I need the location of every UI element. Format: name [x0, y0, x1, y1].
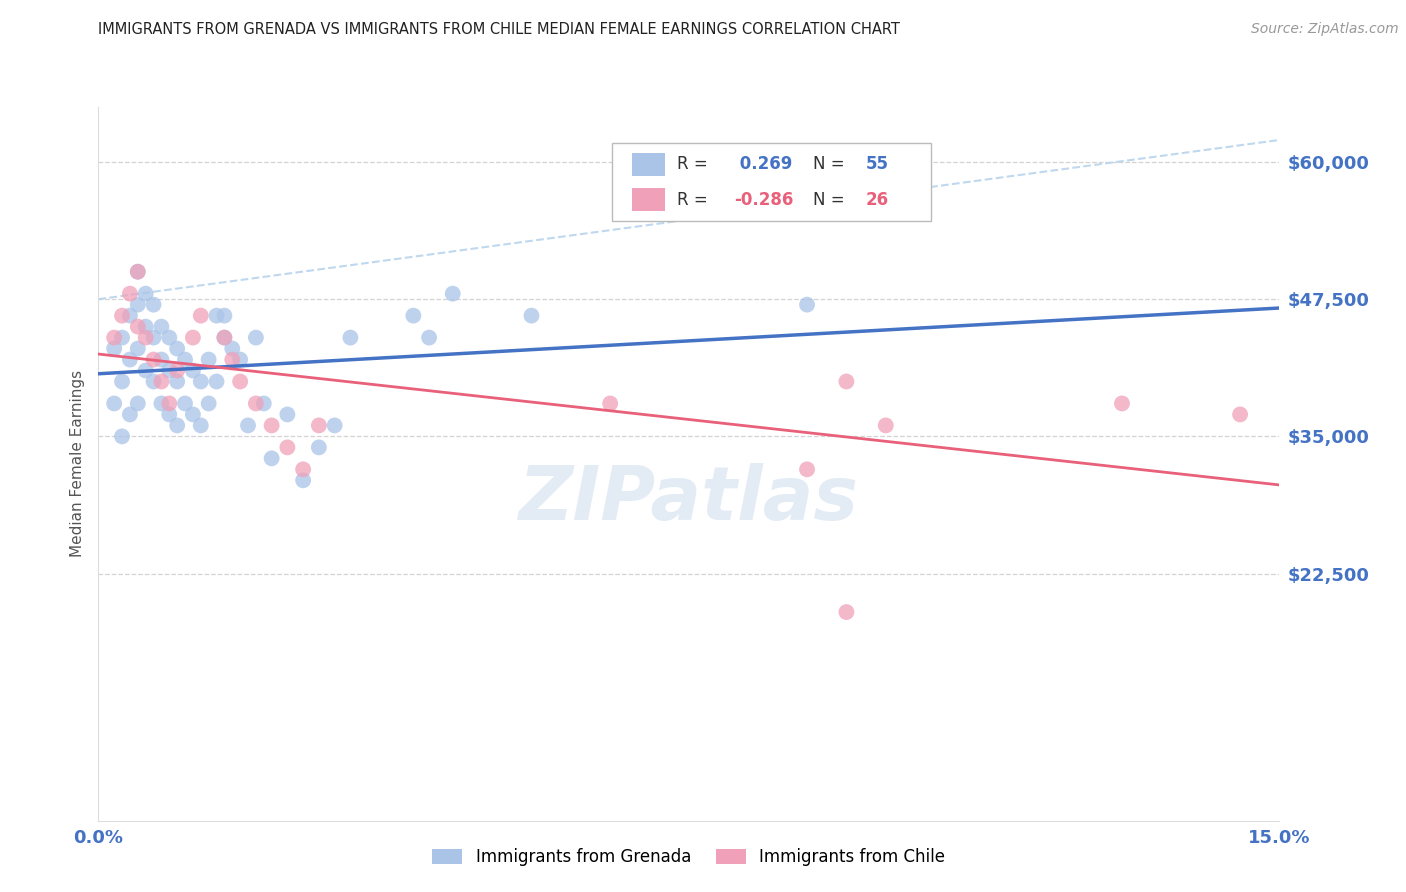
- Point: [339, 330, 361, 344]
- Point: [118, 309, 141, 323]
- Point: [127, 342, 149, 356]
- Point: [181, 330, 204, 344]
- Point: [221, 352, 243, 367]
- Point: [229, 352, 252, 367]
- Point: [245, 330, 267, 344]
- FancyBboxPatch shape: [612, 143, 931, 221]
- Point: [142, 298, 165, 312]
- FancyBboxPatch shape: [633, 188, 665, 211]
- Point: [150, 319, 173, 334]
- Point: [190, 309, 212, 323]
- Point: [111, 375, 134, 389]
- Point: [135, 363, 157, 377]
- Point: [118, 352, 141, 367]
- FancyBboxPatch shape: [633, 153, 665, 176]
- Point: [103, 342, 125, 356]
- Point: [142, 375, 165, 389]
- Point: [166, 418, 188, 433]
- Point: [157, 408, 180, 422]
- Point: [520, 309, 543, 323]
- Point: [402, 309, 425, 323]
- Point: [135, 319, 157, 334]
- Text: 26: 26: [866, 191, 889, 209]
- Point: [150, 396, 173, 410]
- Point: [150, 375, 173, 389]
- Point: [174, 396, 197, 410]
- Point: [127, 396, 149, 410]
- Point: [197, 352, 219, 367]
- Point: [835, 375, 858, 389]
- Point: [127, 319, 149, 334]
- Point: [181, 408, 204, 422]
- Text: R =: R =: [678, 155, 707, 173]
- Point: [142, 352, 165, 367]
- Point: [118, 408, 141, 422]
- Point: [276, 441, 298, 455]
- Point: [166, 342, 188, 356]
- Point: [205, 375, 228, 389]
- Text: IMMIGRANTS FROM GRENADA VS IMMIGRANTS FROM CHILE MEDIAN FEMALE EARNINGS CORRELAT: IMMIGRANTS FROM GRENADA VS IMMIGRANTS FR…: [98, 22, 900, 37]
- Text: R =: R =: [678, 191, 707, 209]
- Point: [599, 396, 621, 410]
- Point: [166, 375, 188, 389]
- Point: [292, 462, 315, 476]
- Text: ZIPatlas: ZIPatlas: [519, 463, 859, 536]
- Point: [157, 396, 180, 410]
- Point: [214, 330, 236, 344]
- Point: [205, 309, 228, 323]
- Point: [135, 330, 157, 344]
- Point: [214, 309, 236, 323]
- Point: [875, 418, 897, 433]
- Point: [229, 375, 252, 389]
- Point: [190, 375, 212, 389]
- Point: [835, 605, 858, 619]
- Point: [418, 330, 440, 344]
- Point: [292, 473, 315, 487]
- Point: [174, 352, 197, 367]
- Y-axis label: Median Female Earnings: Median Female Earnings: [70, 370, 86, 558]
- Point: [150, 352, 173, 367]
- Point: [190, 418, 212, 433]
- Text: Source: ZipAtlas.com: Source: ZipAtlas.com: [1251, 22, 1399, 37]
- Point: [118, 286, 141, 301]
- Point: [127, 298, 149, 312]
- Point: [796, 298, 818, 312]
- Legend: Immigrants from Grenada, Immigrants from Chile: Immigrants from Grenada, Immigrants from…: [426, 842, 952, 873]
- Point: [260, 451, 283, 466]
- Point: [276, 408, 298, 422]
- Point: [181, 363, 204, 377]
- Point: [111, 330, 134, 344]
- Point: [1229, 408, 1251, 422]
- Point: [197, 396, 219, 410]
- Point: [157, 363, 180, 377]
- Point: [127, 265, 149, 279]
- Point: [441, 286, 464, 301]
- Text: -0.286: -0.286: [734, 191, 793, 209]
- Point: [135, 286, 157, 301]
- Text: N =: N =: [813, 191, 845, 209]
- Point: [308, 441, 330, 455]
- Point: [157, 330, 180, 344]
- Point: [1111, 396, 1133, 410]
- Text: 0.269: 0.269: [734, 155, 792, 173]
- Point: [236, 418, 259, 433]
- Point: [245, 396, 267, 410]
- Text: 55: 55: [866, 155, 889, 173]
- Point: [111, 309, 134, 323]
- Point: [323, 418, 346, 433]
- Point: [214, 330, 236, 344]
- Point: [308, 418, 330, 433]
- Point: [166, 363, 188, 377]
- Point: [260, 418, 283, 433]
- Point: [111, 429, 134, 443]
- Point: [142, 330, 165, 344]
- Point: [103, 330, 125, 344]
- Point: [253, 396, 276, 410]
- Point: [221, 342, 243, 356]
- Point: [127, 265, 149, 279]
- Text: N =: N =: [813, 155, 845, 173]
- Point: [103, 396, 125, 410]
- Point: [796, 462, 818, 476]
